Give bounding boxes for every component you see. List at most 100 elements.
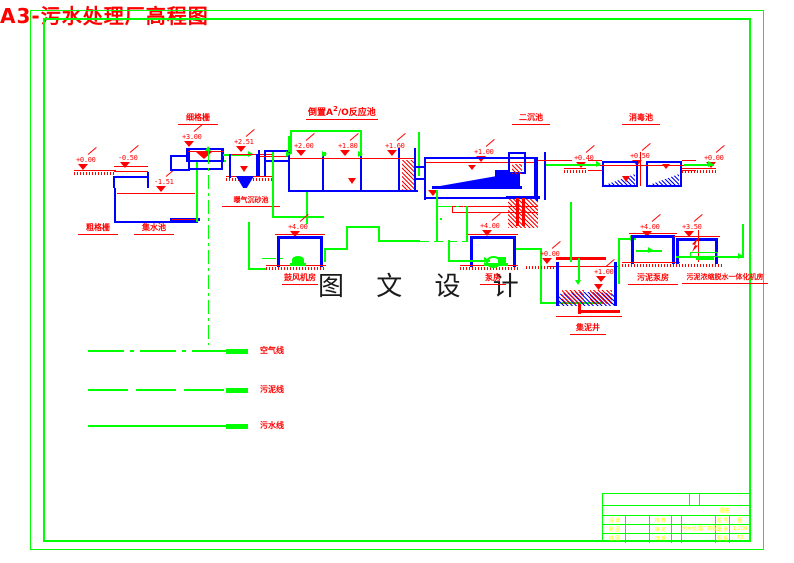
disinfection-cell-2 (646, 161, 682, 187)
pipe-air-riser-fine-screen (208, 150, 209, 345)
tb-right2-k: 图 幅 (716, 536, 729, 542)
fine-screen-floor (188, 168, 223, 170)
sludge-well-cover (556, 257, 606, 260)
pipe-return-left-riser (248, 222, 250, 270)
tb-vrule-3 (671, 515, 672, 543)
tb-vrule-1 (625, 515, 626, 543)
pipe-blower-duct-run (378, 240, 420, 242)
tb-rule-4 (603, 533, 749, 534)
disinfection-fill-2 (649, 174, 679, 185)
sludge-well-water-line (548, 266, 618, 267)
pipe-raf-riser (436, 190, 438, 242)
sludge-well-fill-right (590, 290, 612, 304)
blower-room-wall-left (277, 239, 280, 267)
elevation-triangle (236, 146, 246, 152)
sludge-well-marker (594, 284, 603, 290)
unit-label-sludge-well: 集泥井 (570, 322, 606, 335)
grit-outlet-wall-1 (258, 150, 260, 176)
tb-right0-k: 图 号 (716, 518, 729, 524)
elevation-triangle (78, 164, 88, 170)
page-title: A3-污水处理厂高程图 (0, 4, 209, 28)
pump-motor-icon (498, 257, 506, 263)
pipe-reactor-air-header (290, 130, 362, 132)
pipe-grit-drain-h (272, 216, 324, 218)
pipe-outfall (684, 164, 714, 166)
disinfection-cell-1 (602, 161, 638, 187)
grit-outlet-wall-2 (264, 150, 266, 176)
grit-outlet-channel (266, 160, 290, 162)
blower-room-roof-line (275, 234, 325, 235)
arrow-to-disinfection (596, 161, 601, 167)
disinfection-fill-1 (605, 174, 635, 185)
pipe-clarifier-to-disinfection (546, 164, 570, 166)
tb-row2-c1: 描 图 (608, 536, 621, 542)
sludge-pump-roof-line (629, 233, 677, 234)
pipe-reactor-air-drop-2 (360, 130, 362, 156)
grit-outlet-top (266, 150, 290, 152)
pipe-dewatering-return-riser (742, 224, 744, 258)
clarifier-outlet-wall (536, 157, 538, 201)
tb-row0-c3: 校 核 (654, 518, 667, 524)
ground-hatch-blower (266, 267, 326, 270)
legend-line-air (88, 350, 248, 352)
elevation-tag-2-51: +2.51 (234, 129, 255, 152)
fine-screen-hopper (196, 152, 212, 159)
arrow-air-up (205, 146, 211, 151)
disinfection-marker-1 (622, 176, 630, 182)
disinfection-water-line (588, 165, 702, 166)
disinfection-inlet-bottom (588, 170, 602, 171)
sheet-frame-inner (43, 18, 751, 542)
grit-chamber-marker (240, 166, 248, 172)
elevation-triangle (156, 186, 166, 192)
sludge-well-drain-vertical (578, 304, 581, 314)
blower-room-roof (277, 236, 323, 239)
tb-vrule-2 (649, 515, 650, 543)
pipe-pump-discharge-down (540, 248, 542, 304)
arrow-inside-sludge-pump (648, 247, 653, 253)
ground-hatch-sludge-pump (622, 264, 680, 267)
elevation-tag-0-00-outfall: +0.00 (704, 145, 725, 168)
pipe-reactor-sludge-drop (306, 192, 308, 224)
tb-vrule-7 (715, 515, 716, 543)
unit-label-blower-room: 鼓风机房 (282, 272, 318, 285)
sludge-pump-wall-right (672, 238, 675, 264)
sheet-frame-outer (30, 10, 764, 550)
screen-channel-mid (114, 171, 148, 172)
grit-outlet-water-line (260, 156, 290, 157)
tb-row0-c1: 设 计 (608, 518, 621, 524)
pipe-grit-drain (272, 152, 274, 218)
pipe-dewatering-out (718, 256, 744, 258)
pipe-to-dewatering (676, 256, 698, 258)
clarifier-inlet-box (414, 166, 426, 180)
ground-hatch-pump (460, 267, 518, 270)
pipe-sludge-well-inlet (578, 258, 580, 282)
collection-pool-water-line (117, 193, 195, 194)
pipe-pump-suction (448, 260, 490, 262)
legend-label-sewage: 污水线 (260, 421, 284, 430)
pipe-blower-duct-down (378, 226, 380, 242)
ground-hatch-disinfect-right (682, 170, 716, 173)
fine-screen-inlet-floor (170, 169, 190, 171)
sludge-well-drain-horizontal (578, 310, 620, 313)
legend-blob-air (226, 349, 248, 354)
ground-hatch-dewatering (682, 264, 722, 267)
tb-vrule-5 (699, 494, 700, 505)
unit-label-sludge-pump-room: 污泥泵房 (628, 272, 678, 285)
unit-label-grit-chamber: 曝气沉砂池 (222, 195, 280, 207)
pipe-to-pump-room (448, 240, 450, 262)
unit-label-fine-screen: 细格栅 (178, 112, 218, 125)
elevation-tag-4-00-blower: +4.00 (288, 214, 309, 237)
arrow-reactor-inlet (286, 151, 291, 157)
pipe-blower-duct-top (346, 226, 380, 228)
pipe-air-to-clarifier (438, 206, 464, 207)
legend-line-sewage (88, 425, 248, 427)
tb-right1-k: 比 例 (716, 527, 729, 533)
dewatering-wall-left (676, 241, 679, 264)
tb-right2-v: A3 (736, 535, 744, 541)
arrow-outfall (708, 161, 713, 167)
tb-vrule-8 (729, 515, 730, 543)
elevation-tag-3-50: +3.50 (682, 214, 703, 237)
dewatering-roof-line (674, 236, 720, 237)
clarifier-hopper-top (506, 196, 540, 199)
clarifier-outlet-wall-2 (544, 152, 546, 200)
